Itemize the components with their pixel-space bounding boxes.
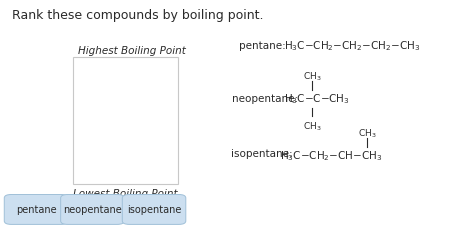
Text: isopentane:: isopentane: — [231, 148, 292, 158]
Text: $\mathsf{CH_3}$: $\mathsf{CH_3}$ — [302, 120, 321, 133]
Text: $\mathsf{CH_3}$: $\mathsf{CH_3}$ — [302, 70, 321, 82]
FancyBboxPatch shape — [73, 57, 178, 184]
FancyBboxPatch shape — [4, 195, 68, 224]
Text: pentane:: pentane: — [239, 41, 286, 51]
Text: neopentane:: neopentane: — [232, 93, 299, 104]
Text: Highest Boiling Point: Highest Boiling Point — [78, 46, 186, 56]
Text: pentane: pentane — [16, 204, 56, 215]
Text: isopentane: isopentane — [127, 204, 181, 215]
Text: neopentane: neopentane — [63, 204, 122, 215]
Text: $\mathsf{H_3C{-}CH_2{-}CH{-}CH_3}$: $\mathsf{H_3C{-}CH_2{-}CH{-}CH_3}$ — [280, 149, 382, 163]
FancyBboxPatch shape — [61, 195, 124, 224]
Text: $\mathsf{CH_3}$: $\mathsf{CH_3}$ — [358, 127, 377, 139]
Text: Rank these compounds by boiling point.: Rank these compounds by boiling point. — [12, 9, 264, 22]
Text: Lowest Boiling Point: Lowest Boiling Point — [73, 188, 178, 198]
Text: $\mathsf{H_3C{-}C{-}CH_3}$: $\mathsf{H_3C{-}C{-}CH_3}$ — [284, 92, 350, 105]
FancyBboxPatch shape — [122, 195, 186, 224]
Text: $\mathsf{H_3C{-}CH_2{-}CH_2{-}CH_2{-}CH_3}$: $\mathsf{H_3C{-}CH_2{-}CH_2{-}CH_2{-}CH_… — [284, 39, 420, 53]
